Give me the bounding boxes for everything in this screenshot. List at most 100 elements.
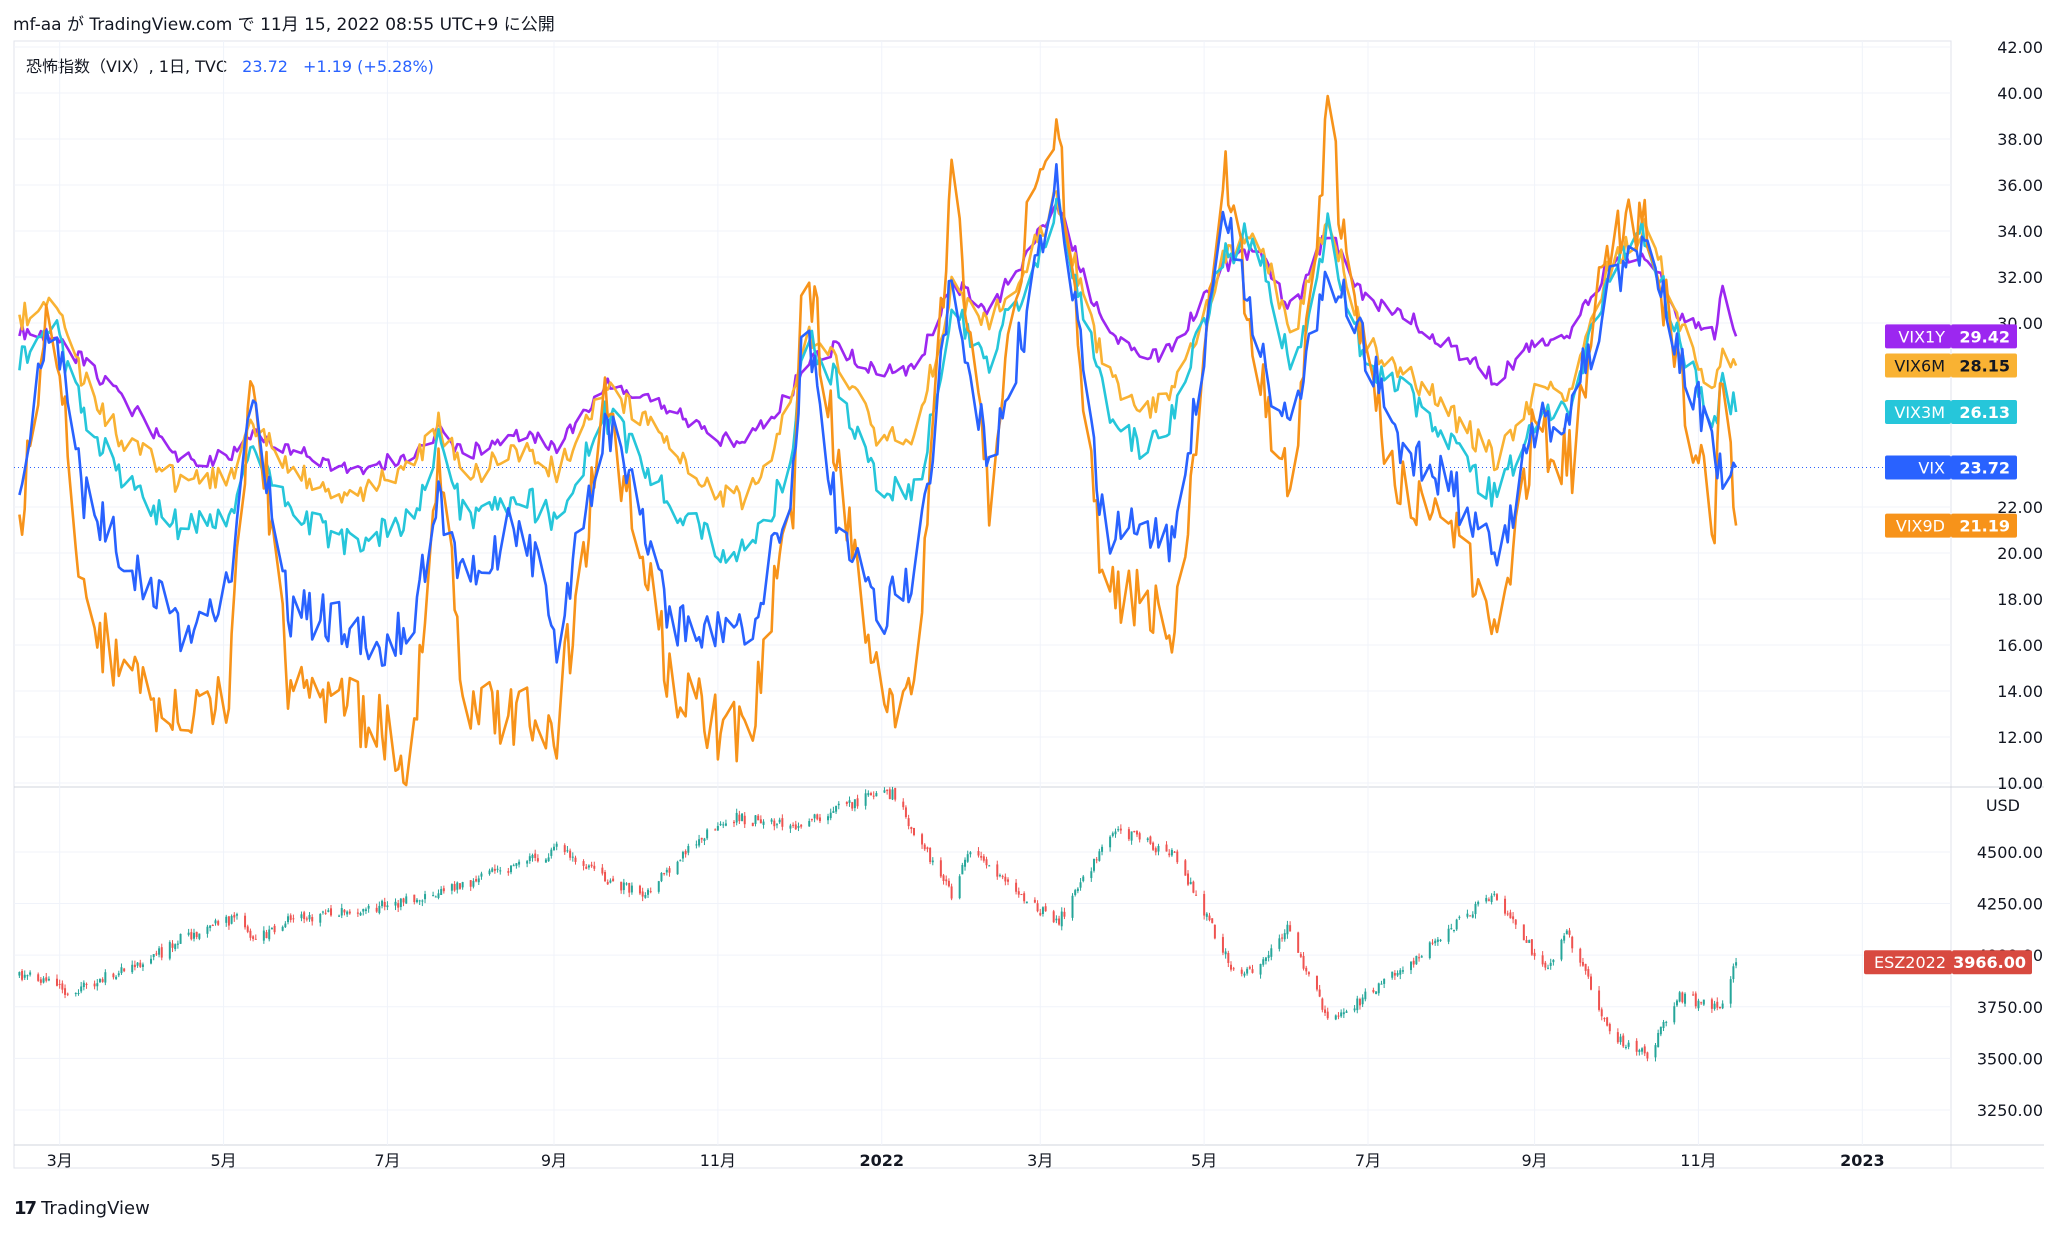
candle-body bbox=[330, 908, 333, 916]
series-tag-vix6m bbox=[1885, 353, 1951, 378]
candle-body bbox=[1262, 959, 1265, 965]
candle-body bbox=[1154, 848, 1157, 853]
candle-body bbox=[719, 823, 722, 826]
candle-body bbox=[206, 926, 209, 934]
candle-body bbox=[115, 976, 118, 979]
candle-body bbox=[1700, 1002, 1703, 1004]
candle-body bbox=[1684, 993, 1687, 1004]
candle-body bbox=[1063, 911, 1066, 917]
candle-body bbox=[1052, 911, 1055, 923]
es-price-axis[interactable]: 4500.004250.004000.003750.003500.003250.… bbox=[1977, 796, 2043, 1120]
candle-body bbox=[1710, 999, 1713, 1009]
candle-body bbox=[198, 933, 201, 939]
candle-body bbox=[1192, 881, 1195, 893]
candle-body bbox=[1248, 966, 1251, 969]
candle-body bbox=[356, 912, 359, 914]
candle-body bbox=[1372, 989, 1375, 993]
candle-body bbox=[1458, 916, 1461, 918]
candle-body bbox=[252, 936, 255, 939]
candle-body bbox=[813, 814, 816, 819]
series-tag-value: 28.15 bbox=[1959, 357, 2010, 376]
candle-body bbox=[319, 913, 322, 923]
time-axis[interactable]: 3月 5月 7月 9月 11月 2022 3月 5月 7月 9月 11月 2023 bbox=[47, 1151, 1885, 1170]
candle-body bbox=[270, 927, 273, 930]
tradingview-logo[interactable]: 17 TradingView bbox=[14, 1198, 150, 1219]
candle-body bbox=[21, 970, 24, 980]
candle-body bbox=[1635, 1040, 1638, 1052]
candle-body bbox=[566, 850, 569, 852]
candle-body bbox=[375, 907, 378, 912]
candle-body bbox=[1622, 1035, 1625, 1047]
candle-body bbox=[1560, 939, 1563, 960]
candle-body bbox=[1017, 891, 1020, 895]
candle-body bbox=[1401, 970, 1404, 972]
vix-price-axis[interactable]: 42.0040.0038.0036.0034.0032.0030.0022.00… bbox=[1997, 38, 2043, 793]
candle-body bbox=[1221, 937, 1224, 953]
candle-body bbox=[1023, 893, 1026, 902]
candle-body bbox=[698, 839, 701, 846]
candle-body bbox=[96, 983, 99, 987]
candle-body bbox=[55, 978, 58, 986]
candle-body bbox=[1074, 890, 1077, 895]
candle-body bbox=[888, 789, 891, 800]
candle-body bbox=[660, 872, 663, 882]
candle-body bbox=[1600, 1009, 1603, 1017]
candle-body bbox=[195, 931, 198, 938]
candle-body bbox=[1447, 928, 1450, 942]
candle-body bbox=[74, 992, 77, 994]
candle-body bbox=[574, 857, 577, 862]
candle-body bbox=[1571, 936, 1574, 949]
candle-body bbox=[424, 894, 427, 900]
candle-body bbox=[872, 795, 875, 797]
candle-body bbox=[303, 912, 306, 920]
candle-body bbox=[582, 861, 585, 866]
candle-body bbox=[1436, 939, 1439, 942]
vix-series-lines bbox=[14, 94, 1951, 787]
candle-body bbox=[1681, 992, 1684, 1003]
candle-body bbox=[1168, 853, 1171, 856]
candle-body bbox=[923, 844, 926, 850]
candle-body bbox=[209, 925, 212, 928]
candle-body bbox=[1082, 876, 1085, 882]
candle-body bbox=[469, 880, 472, 887]
candle-body bbox=[1302, 955, 1305, 969]
candle-body bbox=[571, 856, 574, 858]
time-axis-label: 11月 bbox=[1680, 1151, 1716, 1170]
candle-body bbox=[1039, 912, 1042, 916]
candle-body bbox=[321, 911, 324, 913]
candle-body bbox=[797, 826, 800, 828]
candle-body bbox=[759, 819, 762, 824]
candle-body bbox=[507, 871, 510, 873]
candle-body bbox=[1098, 851, 1101, 861]
candle-body bbox=[1334, 1015, 1337, 1020]
candle-body bbox=[1697, 1000, 1700, 1009]
candle-body bbox=[477, 878, 480, 883]
candle-body bbox=[848, 800, 851, 803]
candle-body bbox=[1581, 962, 1584, 966]
candle-body bbox=[1619, 1036, 1622, 1043]
candle-body bbox=[217, 921, 220, 925]
candle-body bbox=[1358, 999, 1361, 1006]
candle-body bbox=[29, 972, 32, 975]
candle-body bbox=[381, 900, 384, 907]
symbol-legend[interactable]: 恐怖指数（VIX）, 1日, TVC 23.72 +1.19 (+5.28%) bbox=[26, 53, 434, 77]
symbol-name[interactable]: 恐怖指数（VIX）, 1日, TVC bbox=[26, 57, 228, 76]
candle-body bbox=[1114, 831, 1117, 835]
candle-body bbox=[1213, 924, 1216, 939]
candle-body bbox=[1549, 962, 1552, 966]
candle-body bbox=[1490, 895, 1493, 902]
vix-axis-tick-label: 34.00 bbox=[1997, 222, 2043, 241]
candle-body bbox=[1356, 998, 1359, 1011]
candle-body bbox=[1455, 919, 1458, 930]
candle-body bbox=[235, 914, 238, 916]
candle-body bbox=[1512, 916, 1515, 920]
candle-body bbox=[227, 916, 230, 926]
candle-body bbox=[1434, 940, 1437, 944]
candle-body bbox=[233, 914, 236, 918]
candle-body bbox=[394, 901, 397, 906]
candle-body bbox=[176, 943, 179, 945]
candle-body bbox=[622, 882, 625, 891]
candle-body bbox=[1641, 1048, 1644, 1052]
candle-body bbox=[531, 854, 534, 859]
